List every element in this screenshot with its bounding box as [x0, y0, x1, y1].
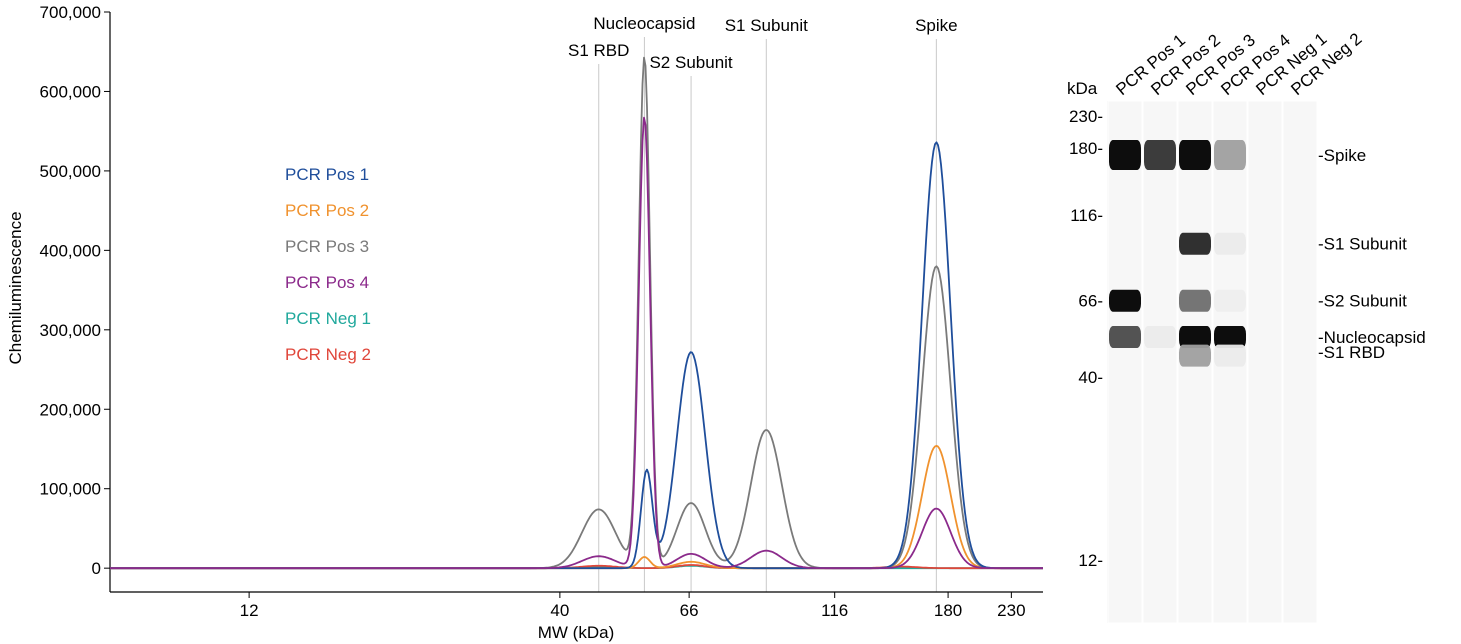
- x-ticks: 12 40 66 116 180 230: [240, 592, 1026, 620]
- gel-band: [1179, 232, 1211, 255]
- gel-band: [1109, 325, 1141, 348]
- mw-marker: 230-: [1069, 107, 1103, 126]
- gel-band: [1109, 289, 1141, 312]
- series-line: [110, 116, 1043, 570]
- y-tick-label: 0: [92, 559, 101, 578]
- series-line: [110, 141, 1043, 570]
- series-line: [110, 56, 1043, 570]
- band-label: -S1 Subunit: [1318, 235, 1407, 254]
- gel-lane: [1282, 100, 1318, 624]
- x-axis-label: MW (kDa): [538, 623, 614, 642]
- reference-lines: [598, 37, 937, 592]
- kda-label: kDa: [1067, 79, 1098, 98]
- x-tick-label: 116: [821, 601, 848, 620]
- legend: PCR Pos 1 PCR Pos 2 PCR Pos 3 PCR Pos 4 PCR …: [285, 165, 371, 364]
- reference-labels: S1 RBD Nucleocapsid S2 Subunit S1 Subunit Sp…: [568, 14, 958, 72]
- mw-markers: 230- 180- 116- 66- 40- 12-: [1069, 107, 1103, 570]
- gel-band: [1179, 140, 1211, 170]
- mw-marker: 12-: [1078, 551, 1103, 570]
- gel-band: [1214, 289, 1246, 312]
- gel-band: [1214, 140, 1246, 170]
- legend-entry: PCR Pos 1: [285, 165, 369, 184]
- y-axis-label: Chemiluminescence: [6, 211, 25, 364]
- mw-marker: 180-: [1069, 139, 1103, 158]
- electropherogram-chart: S1 RBD Nucleocapsid S2 Subunit S1 Subunit Sp…: [6, 3, 1043, 642]
- y-ticks: 0 100,000 200,000 300,000 400,000 500,000 600,…: [40, 3, 110, 578]
- y-tick-label: 200,000: [40, 400, 101, 419]
- x-tick-label: 12: [240, 601, 259, 620]
- reference-label: S1 RBD: [568, 41, 629, 60]
- axes: [109, 12, 1043, 593]
- mw-marker: 40-: [1078, 368, 1103, 387]
- gel-lanes: [1107, 100, 1318, 624]
- gel-band: [1179, 344, 1211, 367]
- reference-label: S2 Subunit: [649, 53, 732, 72]
- gel-band: [1214, 344, 1246, 367]
- mw-marker: 116-: [1070, 206, 1103, 225]
- reference-label: Spike: [915, 16, 958, 35]
- gel-band: [1179, 289, 1211, 312]
- y-tick-label: 100,000: [40, 480, 101, 499]
- x-tick-label: 180: [934, 601, 962, 620]
- gel-band: [1144, 140, 1176, 170]
- series-lines: [110, 56, 1043, 570]
- legend-entry: PCR Pos 3: [285, 237, 369, 256]
- mw-marker: 66-: [1078, 292, 1103, 311]
- gel-bands: [1109, 140, 1246, 367]
- y-tick-label: 600,000: [40, 82, 101, 101]
- gel-lane: [1142, 100, 1178, 624]
- gel-band: [1179, 325, 1211, 348]
- reference-label: Nucleocapsid: [593, 14, 695, 33]
- gel-band: [1109, 140, 1141, 170]
- band-label: -Spike: [1318, 146, 1366, 165]
- x-tick-label: 66: [680, 601, 699, 620]
- gel-lane: [1107, 100, 1143, 624]
- legend-entry: PCR Pos 4: [285, 273, 369, 292]
- band-label: -Nucleocapsid: [1318, 328, 1426, 347]
- band-label: -S1 RBD: [1318, 343, 1385, 362]
- reference-label: S1 Subunit: [725, 16, 808, 35]
- legend-entry: PCR Neg 1: [285, 309, 371, 328]
- legend-entry: PCR Pos 2: [285, 201, 369, 220]
- gel-lane: [1247, 100, 1283, 624]
- band-labels: -Spike -S1 Subunit -S2 Subunit -Nucleocapsi…: [1318, 146, 1426, 362]
- gel-band: [1144, 325, 1176, 348]
- legend-entry: PCR Neg 2: [285, 345, 371, 364]
- x-tick-label: 230: [997, 601, 1025, 620]
- y-tick-label: 300,000: [40, 321, 101, 340]
- band-label: -S2 Subunit: [1318, 292, 1407, 311]
- x-tick-label: 40: [550, 601, 569, 620]
- y-tick-label: 700,000: [40, 3, 101, 22]
- y-tick-label: 500,000: [40, 162, 101, 181]
- gel-band: [1214, 325, 1246, 348]
- gel-band: [1214, 232, 1246, 255]
- y-tick-label: 400,000: [40, 241, 101, 260]
